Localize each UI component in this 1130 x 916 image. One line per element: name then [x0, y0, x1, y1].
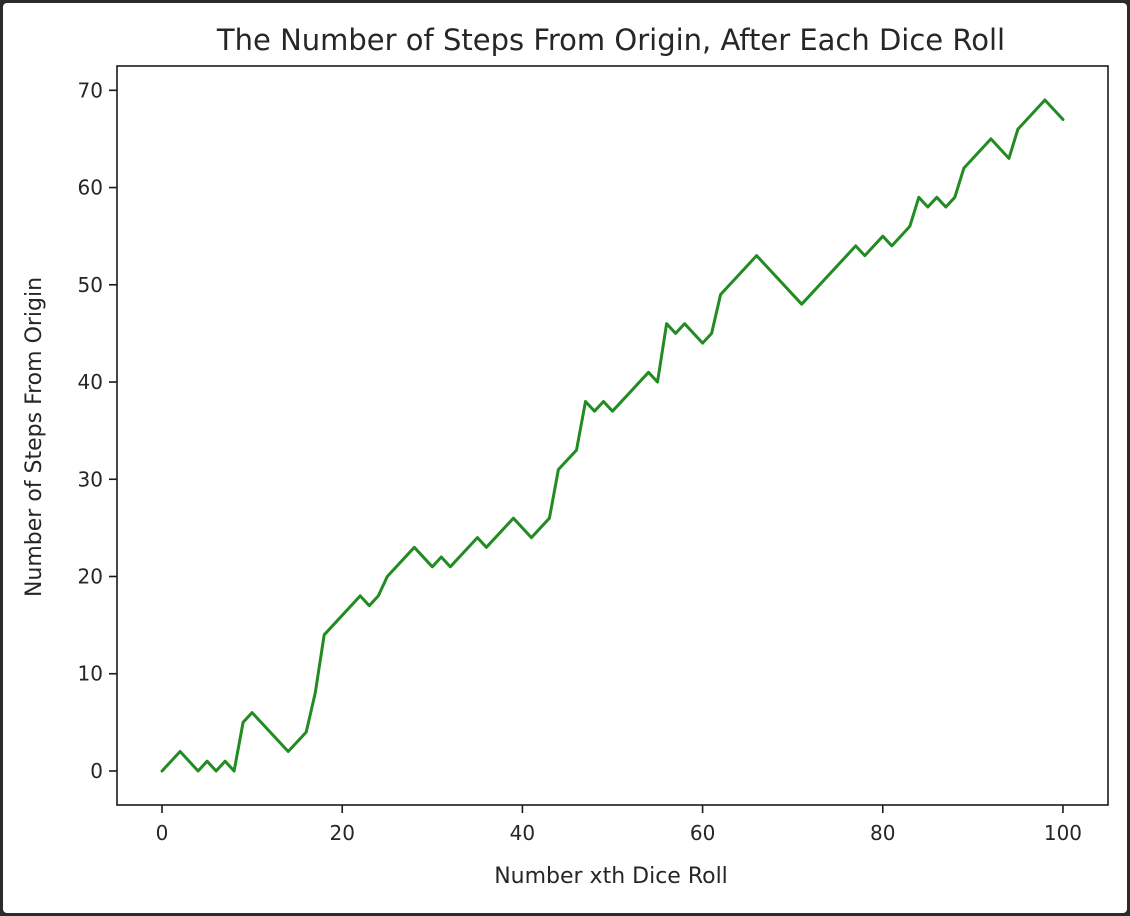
x-axis-title: Number xth Dice Roll — [494, 864, 728, 889]
y-tick-label: 60 — [78, 176, 103, 200]
x-axis: 0 20 40 60 80 100 — [156, 805, 1082, 845]
y-tick-label: 70 — [78, 78, 103, 102]
x-tick-label: 20 — [330, 821, 355, 845]
y-tick-label: 10 — [78, 662, 103, 686]
chart-title: The Number of Steps From Origin, After E… — [216, 23, 1005, 57]
y-tick-label: 40 — [78, 370, 103, 394]
x-tick-label: 60 — [690, 821, 715, 845]
y-tick-label: 20 — [78, 564, 103, 588]
y-tick-label: 0 — [90, 759, 103, 783]
y-axis: 0 10 20 30 40 50 60 70 — [78, 78, 117, 783]
line-chart: The Number of Steps From Origin, After E… — [22, 23, 1109, 889]
y-tick-label: 30 — [78, 467, 103, 491]
y-axis-title: Number of Steps From Origin — [22, 277, 47, 597]
y-tick-label: 50 — [78, 273, 103, 297]
series-line — [160, 98, 1065, 773]
chart-frame: The Number of Steps From Origin, After E… — [3, 3, 1127, 913]
x-tick-label: 100 — [1044, 821, 1082, 845]
x-tick-label: 0 — [156, 821, 169, 845]
x-tick-label: 80 — [870, 821, 895, 845]
x-tick-label: 40 — [510, 821, 535, 845]
plot-area — [116, 65, 1109, 806]
